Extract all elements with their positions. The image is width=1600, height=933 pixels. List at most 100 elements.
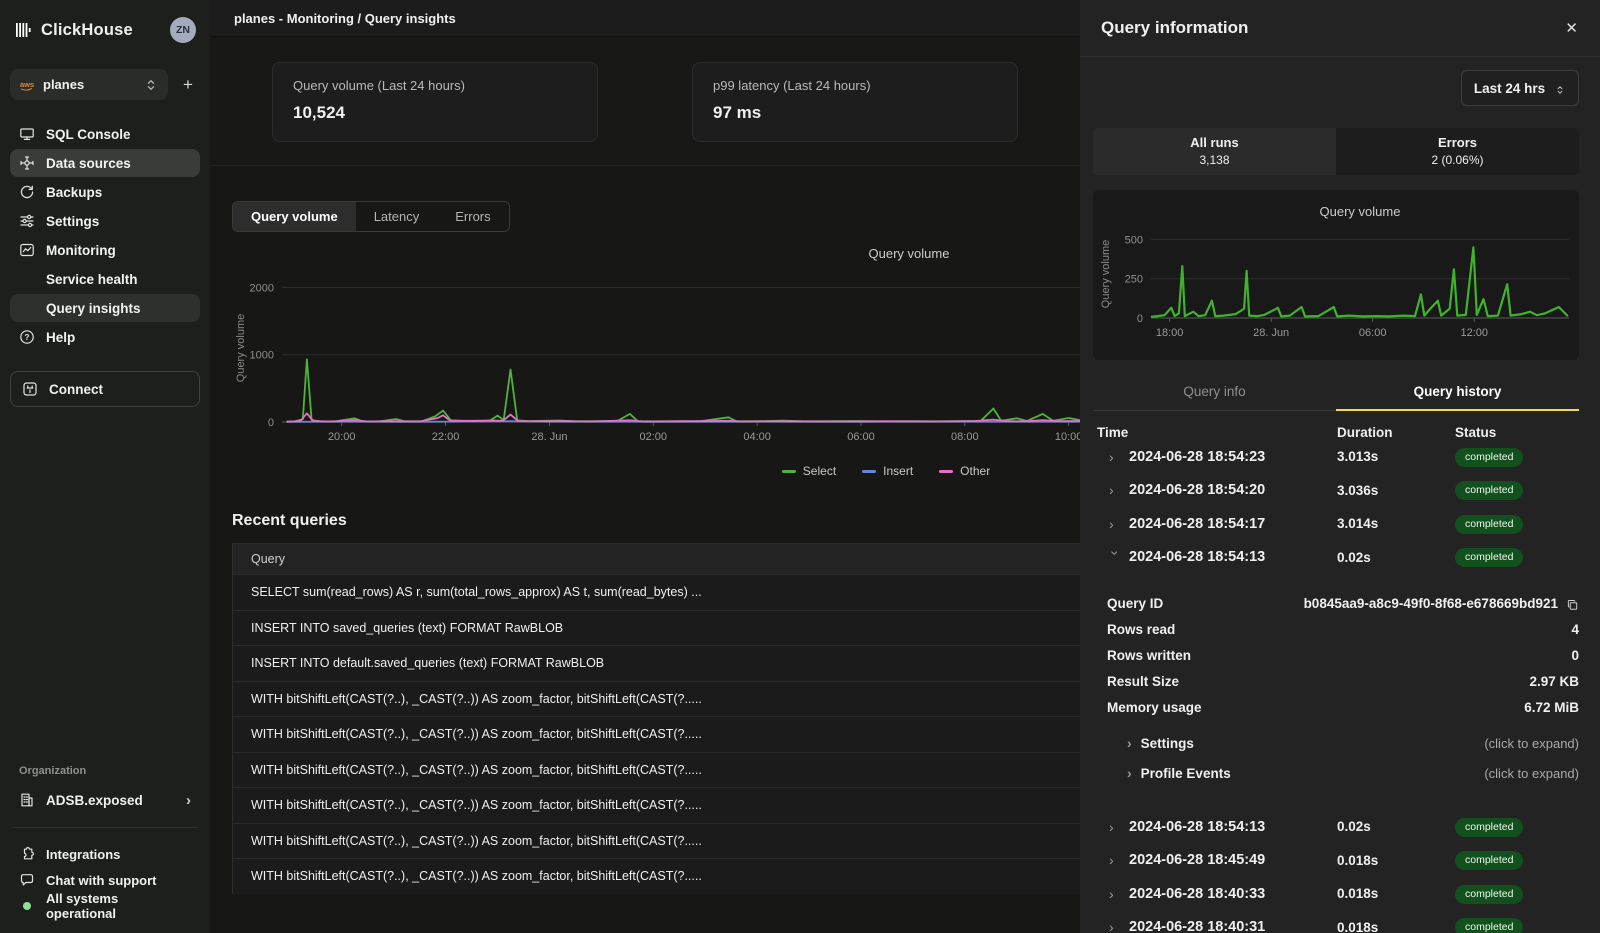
expand-chevron-icon[interactable]: › bbox=[1109, 516, 1125, 532]
sidebar-item-backups[interactable]: Backups bbox=[10, 178, 200, 206]
organization-row[interactable]: ADSB.exposed › bbox=[10, 786, 200, 814]
query-volume-stat-card: Query volume (Last 24 hours) 10,524 bbox=[272, 62, 598, 142]
status-badge: completed bbox=[1455, 918, 1523, 933]
connect-button[interactable]: Connect bbox=[10, 371, 200, 407]
table-row[interactable]: WITH bitShiftLeft(CAST(?..), _CAST(?..))… bbox=[233, 858, 1080, 894]
tab-query-volume[interactable]: Query volume bbox=[233, 202, 356, 231]
query-detail: Query ID b0845aa9-a8c9-49f0-8f68-e678669… bbox=[1093, 590, 1579, 788]
integrations-link[interactable]: Integrations bbox=[10, 841, 200, 867]
expand-hint: (click to expand) bbox=[1484, 766, 1579, 781]
sidebar-item-monitoring[interactable]: Monitoring bbox=[10, 236, 200, 264]
chat-support-link[interactable]: Chat with support bbox=[10, 867, 200, 893]
legend-swatch-icon bbox=[862, 470, 876, 473]
legend-item-select[interactable]: Select bbox=[782, 464, 836, 478]
history-row[interactable]: › 2024-06-28 18:40:33 0.018s completed bbox=[1093, 877, 1579, 911]
sidebar-item-label: Backups bbox=[46, 185, 102, 200]
expand-chevron-icon[interactable]: › bbox=[1107, 551, 1123, 567]
sidebar-item-label: Settings bbox=[46, 214, 99, 229]
expandable-section-row[interactable]: › Settings (click to expand) bbox=[1093, 728, 1579, 758]
run-timestamp: 2024-06-28 18:54:17 bbox=[1125, 516, 1337, 532]
close-icon[interactable]: ✕ bbox=[1565, 19, 1578, 37]
detail-field-value: 2.97 KB bbox=[1529, 674, 1579, 689]
history-row[interactable]: › 2024-06-28 18:40:31 0.018s completed bbox=[1093, 911, 1579, 933]
table-row[interactable]: INSERT INTO saved_queries (text) FORMAT … bbox=[233, 610, 1080, 646]
history-rows-bottom: › 2024-06-28 18:54:13 0.02s completed › … bbox=[1093, 810, 1579, 933]
expand-chevron-icon[interactable]: › bbox=[1109, 819, 1125, 835]
status-badge: completed bbox=[1455, 448, 1523, 467]
sidebar-nav: SQL Console Data sources Backups Setting… bbox=[10, 120, 200, 351]
status-badge: completed bbox=[1455, 548, 1523, 567]
expand-chevron-icon: › bbox=[1127, 765, 1132, 781]
legend-label: Insert bbox=[883, 464, 913, 478]
legend-label: Select bbox=[803, 464, 836, 478]
query-cell: SELECT sum(read_rows) AS r, sum(total_ro… bbox=[233, 585, 1080, 599]
status-badge: completed bbox=[1455, 481, 1523, 500]
expand-chevron-icon[interactable]: › bbox=[1109, 852, 1125, 868]
chart-legend: Select Insert Other bbox=[232, 464, 1080, 478]
table-row[interactable]: WITH bitShiftLeft(CAST(?..), _CAST(?..))… bbox=[233, 752, 1080, 788]
detail-expandables: › Settings (click to expand) › Profile E… bbox=[1093, 728, 1579, 788]
run-timestamp: 2024-06-28 18:40:31 bbox=[1125, 919, 1337, 933]
svg-text:0: 0 bbox=[268, 417, 274, 429]
status-badge: completed bbox=[1455, 885, 1523, 904]
segment-errors[interactable]: Errors 2 (0.06%) bbox=[1336, 128, 1579, 175]
segment-all-runs[interactable]: All runs 3,138 bbox=[1093, 128, 1336, 175]
svg-text:10:00: 10:00 bbox=[1055, 431, 1080, 443]
tab-latency[interactable]: Latency bbox=[356, 202, 438, 231]
sidebar-item-query-insights[interactable]: Query insights bbox=[10, 294, 200, 322]
time-range-value: Last 24 hrs bbox=[1474, 81, 1545, 96]
column-header-query[interactable]: Query bbox=[233, 552, 1080, 566]
expand-chevron-icon[interactable]: › bbox=[1109, 886, 1125, 902]
sidebar-item-label: Monitoring bbox=[46, 243, 116, 258]
run-duration: 3.013s bbox=[1337, 449, 1455, 464]
tab-query-info[interactable]: Query info bbox=[1093, 376, 1336, 411]
history-row[interactable]: › 2024-06-28 18:54:23 3.013s completed bbox=[1093, 440, 1579, 474]
table-row[interactable]: WITH bitShiftLeft(CAST(?..), _CAST(?..))… bbox=[233, 823, 1080, 859]
table-row[interactable]: WITH bitShiftLeft(CAST(?..), _CAST(?..))… bbox=[233, 787, 1080, 823]
expandable-section-row[interactable]: › Profile Events (click to expand) bbox=[1093, 758, 1579, 788]
system-status-link[interactable]: All systems operational bbox=[10, 893, 200, 919]
stats-strip: Query volume (Last 24 hours) 10,524 p99 … bbox=[210, 37, 1080, 166]
history-row[interactable]: › 2024-06-28 18:54:13 0.02s completed bbox=[1093, 810, 1579, 844]
expand-chevron-icon[interactable]: › bbox=[1109, 482, 1125, 498]
history-row[interactable]: › 2024-06-28 18:54:17 3.014s completed bbox=[1093, 507, 1579, 541]
tab-errors[interactable]: Errors bbox=[437, 202, 508, 231]
expand-chevron-icon[interactable]: › bbox=[1109, 449, 1125, 465]
errors-label: Errors bbox=[1336, 135, 1579, 150]
history-row[interactable]: › 2024-06-28 18:45:49 0.018s completed bbox=[1093, 844, 1579, 878]
expandable-section-label: Settings bbox=[1141, 736, 1194, 751]
sliders-icon bbox=[19, 213, 35, 229]
legend-item-insert[interactable]: Insert bbox=[862, 464, 913, 478]
expand-chevron-icon[interactable]: › bbox=[1109, 919, 1125, 933]
time-range-select[interactable]: Last 24 hrs bbox=[1461, 70, 1579, 106]
puzzle-icon bbox=[19, 846, 35, 862]
legend-item-other[interactable]: Other bbox=[939, 464, 990, 478]
history-row[interactable]: › 2024-06-28 18:54:13 0.02s completed bbox=[1093, 541, 1579, 575]
connect-icon bbox=[22, 381, 38, 397]
main-content: planes - Monitoring / Query insights Que… bbox=[210, 0, 1080, 933]
add-service-button[interactable]: + bbox=[176, 75, 200, 95]
user-avatar[interactable]: ZN bbox=[170, 17, 196, 43]
tab-query-history[interactable]: Query history bbox=[1336, 376, 1579, 411]
history-row[interactable]: › 2024-06-28 18:54:20 3.036s completed bbox=[1093, 474, 1579, 508]
query-cell: WITH bitShiftLeft(CAST(?..), _CAST(?..))… bbox=[233, 869, 1080, 883]
copy-icon[interactable] bbox=[1566, 597, 1579, 610]
sidebar-item-sql-console[interactable]: SQL Console bbox=[10, 120, 200, 148]
table-row[interactable]: SELECT sum(read_rows) AS r, sum(total_ro… bbox=[233, 574, 1080, 610]
organization-name: ADSB.exposed bbox=[46, 793, 143, 808]
table-row[interactable]: WITH bitShiftLeft(CAST(?..), _CAST(?..))… bbox=[233, 716, 1080, 752]
sidebar-item-service-health[interactable]: Service health bbox=[10, 265, 200, 293]
table-row[interactable]: INSERT INTO default.saved_queries (text)… bbox=[233, 645, 1080, 681]
run-timestamp: 2024-06-28 18:54:13 bbox=[1125, 549, 1337, 565]
runs-errors-toggle: All runs 3,138 Errors 2 (0.06%) bbox=[1093, 128, 1579, 175]
sidebar-item-settings[interactable]: Settings bbox=[10, 207, 200, 235]
service-selector[interactable]: aws planes bbox=[10, 69, 168, 100]
sidebar-item-help[interactable]: ? Help bbox=[10, 323, 200, 351]
p99-latency-stat-card: p99 latency (Last 24 hours) 97 ms bbox=[692, 62, 1018, 142]
detail-field-value: 0 bbox=[1571, 648, 1579, 663]
brand-name: ClickHouse bbox=[41, 21, 161, 40]
service-name: planes bbox=[43, 77, 135, 92]
sidebar-item-data-sources[interactable]: Data sources bbox=[10, 149, 200, 177]
table-row[interactable]: WITH bitShiftLeft(CAST(?..), _CAST(?..))… bbox=[233, 681, 1080, 717]
run-timestamp: 2024-06-28 18:40:33 bbox=[1125, 886, 1337, 902]
